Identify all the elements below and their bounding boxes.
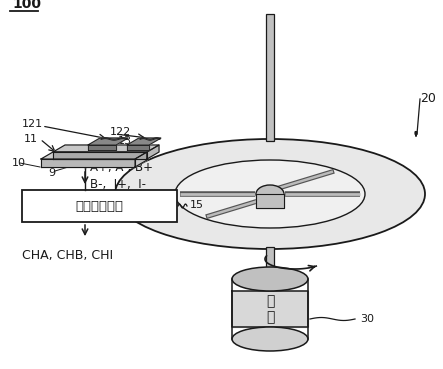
Ellipse shape bbox=[232, 327, 308, 351]
Polygon shape bbox=[147, 145, 159, 159]
Polygon shape bbox=[88, 138, 128, 145]
Bar bbox=[266, 14, 274, 141]
Polygon shape bbox=[127, 138, 161, 145]
Ellipse shape bbox=[232, 267, 308, 291]
Polygon shape bbox=[88, 145, 116, 150]
Ellipse shape bbox=[115, 139, 425, 249]
Polygon shape bbox=[232, 291, 308, 327]
Text: 122: 122 bbox=[110, 127, 131, 137]
Ellipse shape bbox=[175, 160, 365, 228]
Bar bbox=[266, 247, 274, 279]
Polygon shape bbox=[41, 159, 135, 167]
Text: 100: 100 bbox=[12, 0, 41, 11]
Polygon shape bbox=[256, 194, 284, 208]
Text: 10: 10 bbox=[12, 158, 26, 168]
Polygon shape bbox=[53, 152, 147, 159]
Polygon shape bbox=[53, 145, 159, 152]
Text: 11: 11 bbox=[24, 134, 38, 144]
Ellipse shape bbox=[256, 185, 284, 203]
Text: 30: 30 bbox=[360, 314, 374, 324]
Text: 20: 20 bbox=[420, 93, 436, 106]
Polygon shape bbox=[41, 152, 147, 159]
Bar bbox=[22, 190, 177, 222]
Text: 信号处理电路: 信号处理电路 bbox=[75, 200, 123, 213]
Text: 9: 9 bbox=[48, 168, 55, 178]
Text: 达: 达 bbox=[266, 310, 274, 324]
Text: A+, A-, B+
B-,  I+,  I-: A+, A-, B+ B-, I+, I- bbox=[90, 161, 153, 191]
Polygon shape bbox=[127, 145, 149, 150]
Text: 马: 马 bbox=[266, 294, 274, 308]
Text: 15: 15 bbox=[190, 200, 204, 210]
Text: 13: 13 bbox=[118, 136, 132, 146]
Polygon shape bbox=[135, 152, 147, 167]
Text: CHA, CHB, CHI: CHA, CHB, CHI bbox=[22, 249, 113, 262]
Text: 121: 121 bbox=[22, 119, 43, 129]
